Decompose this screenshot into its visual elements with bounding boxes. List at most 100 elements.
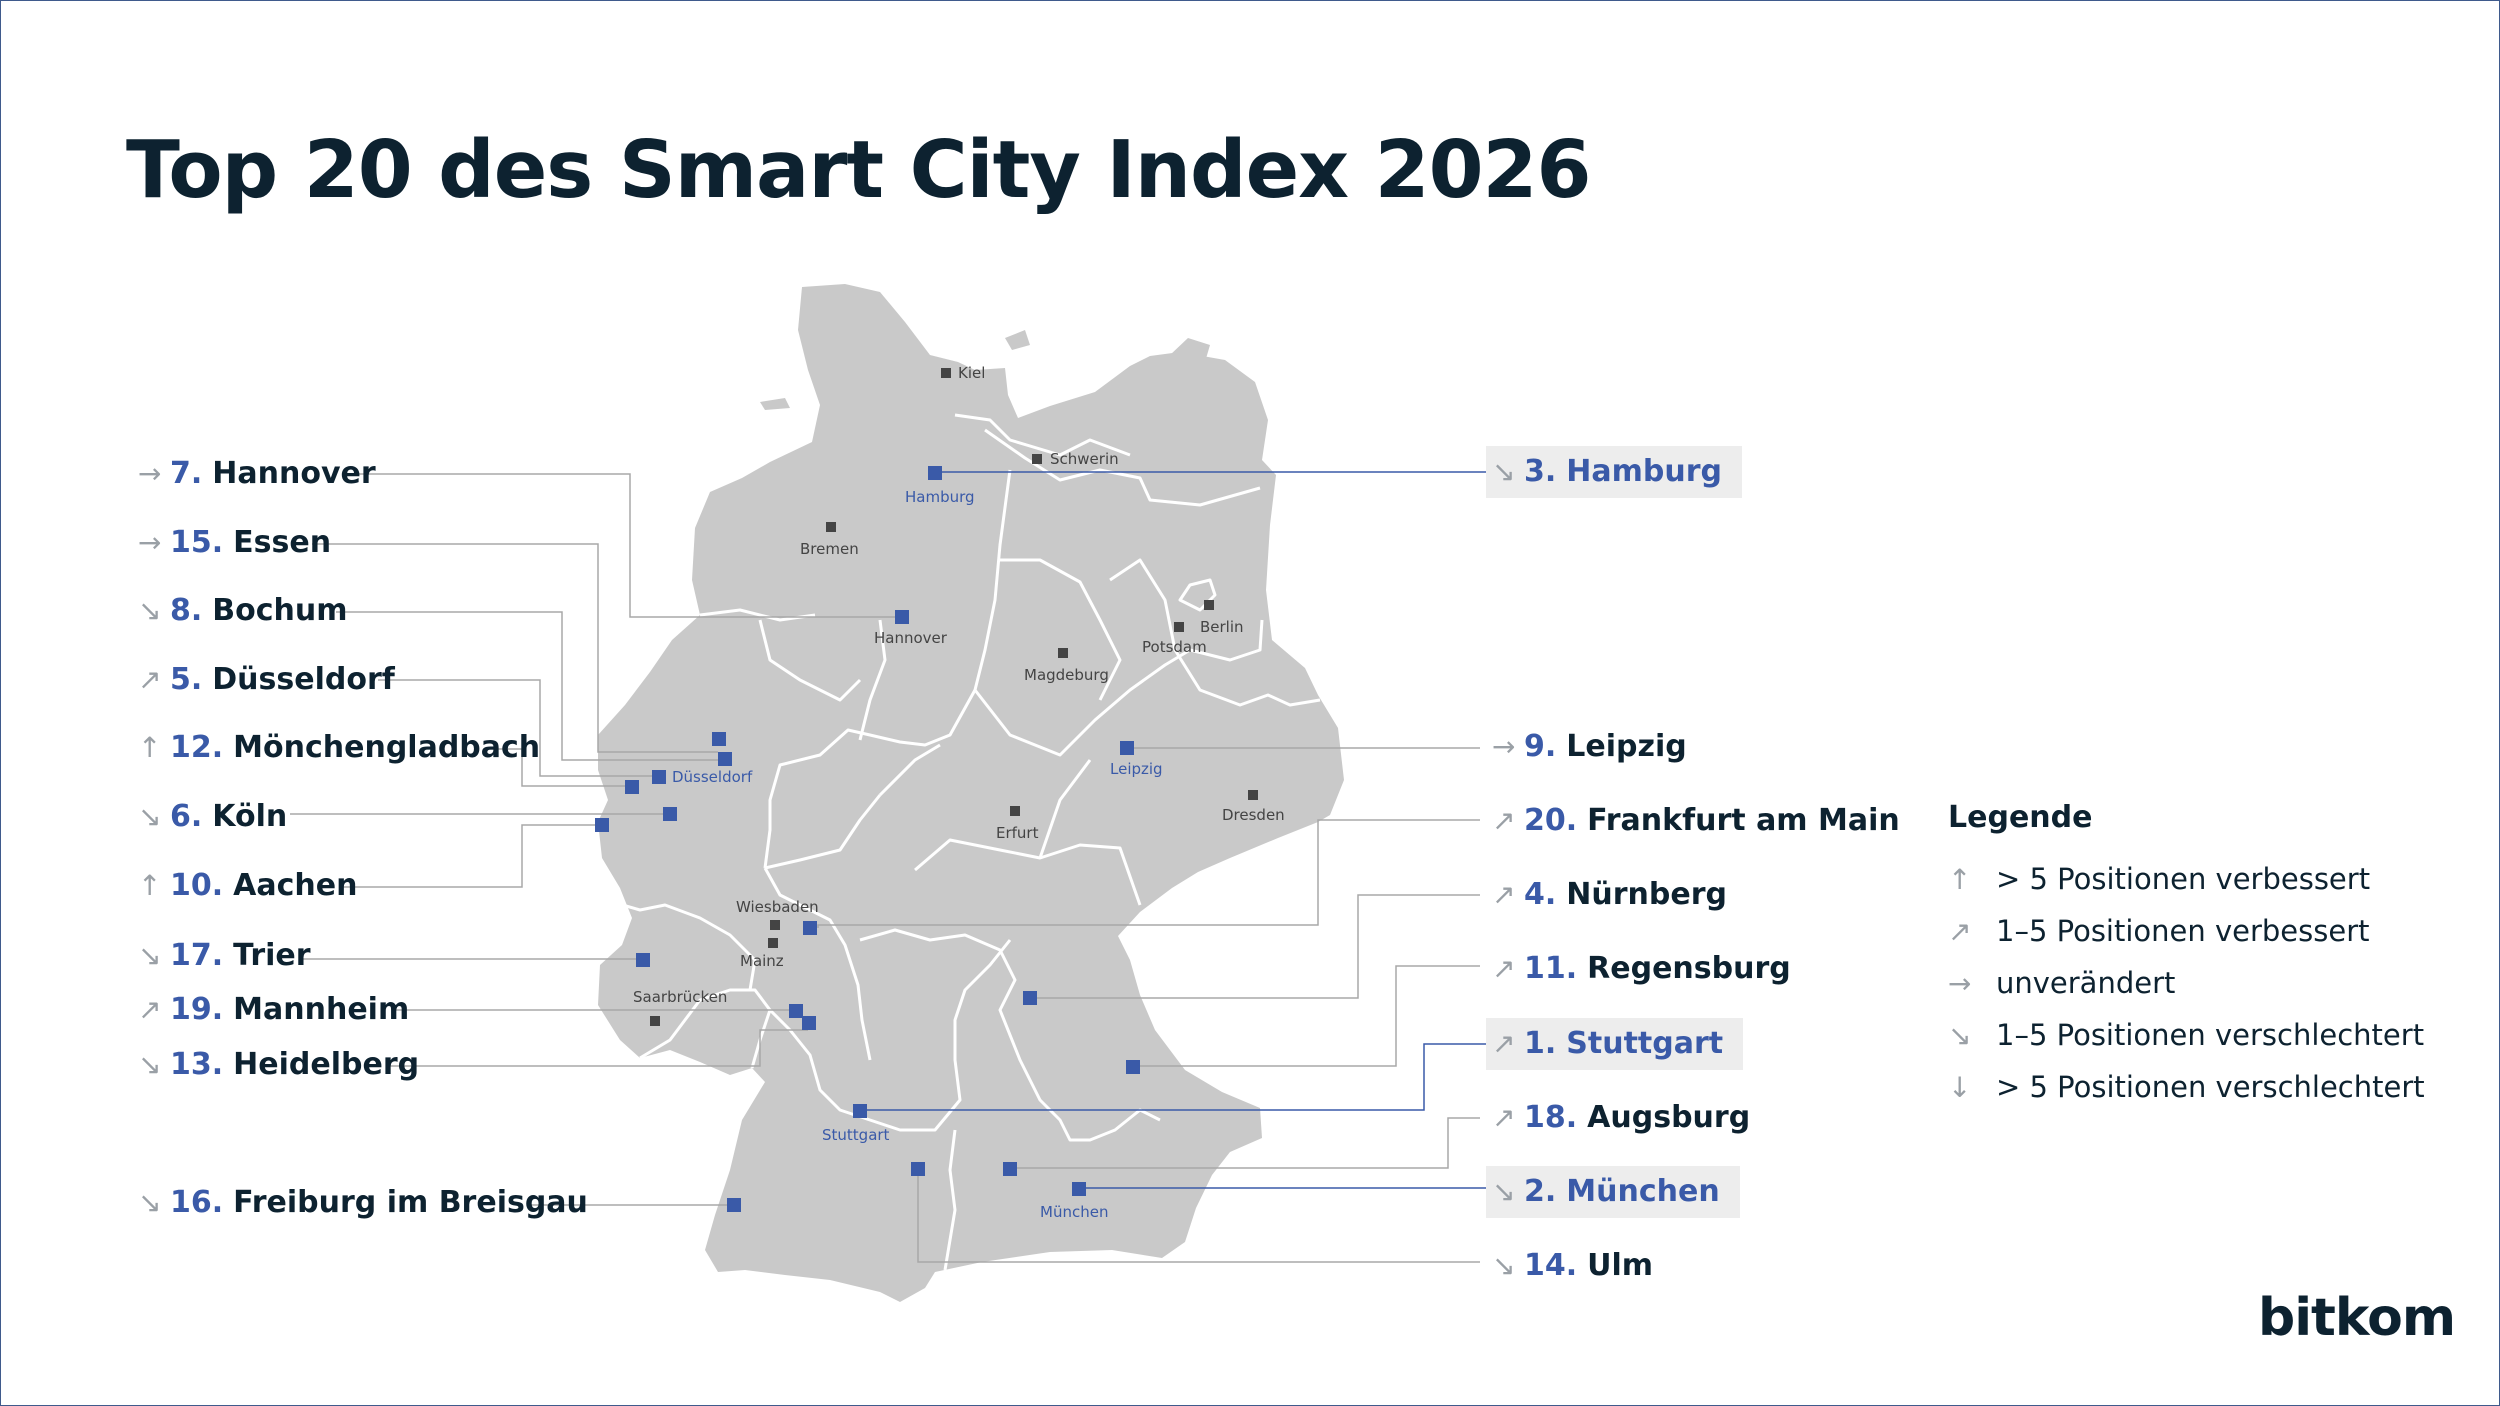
line-regensburg: [1133, 966, 1480, 1066]
city-name: Ulm: [1587, 1248, 1653, 1283]
rank-number: 14.: [1524, 1248, 1577, 1283]
marker-trier: [636, 953, 650, 967]
trend-arrow-icon: ↗: [138, 984, 170, 1036]
ranking-item-hannover: → 7. Hannover: [138, 448, 376, 500]
ranking-item-heidelberg: ↘ 13. Heidelberg: [138, 1039, 419, 1091]
trend-arrow-icon: ↗: [1492, 869, 1524, 921]
rank-number: 9.: [1524, 729, 1556, 764]
rank-number: 12.: [170, 730, 223, 765]
marker-duesseldorf: [652, 770, 666, 784]
trend-arrow-icon: ↘: [1492, 1166, 1524, 1218]
map-label-erfurt: Erfurt: [996, 824, 1038, 842]
legend-text: > 5 Positionen verbessert: [1996, 862, 2370, 896]
ranking-item-ulm: ↘ 14. Ulm: [1486, 1240, 1653, 1292]
city-name: Köln: [212, 799, 287, 834]
marker-saarbruecken: [650, 1016, 660, 1026]
trend-arrow-icon: ↗: [1492, 1092, 1524, 1144]
city-name: Mannheim: [233, 992, 409, 1027]
rank-number: 10.: [170, 868, 223, 903]
rank-number: 13.: [170, 1047, 223, 1082]
map-label-hamburg: Hamburg: [905, 488, 975, 506]
legend-text: unverändert: [1996, 966, 2175, 1000]
marker-aachen: [595, 818, 609, 832]
ranking-item-nuernberg: ↗ 4. Nürnberg: [1486, 869, 1727, 921]
arrow-up-right-icon: ↗: [1948, 906, 1996, 958]
city-name: München: [1566, 1174, 1719, 1209]
marker-heidelberg: [802, 1016, 816, 1030]
rank-number: 6.: [170, 799, 202, 834]
ranking-item-bochum: ↘ 8. Bochum: [138, 585, 348, 637]
legend-item: → unverändert: [1948, 957, 2425, 1009]
ranking-item-duesseldorf: ↗ 5. Düsseldorf: [138, 654, 395, 706]
trend-arrow-icon: ↗: [1492, 1018, 1524, 1070]
ranking-item-essen: → 15. Essen: [138, 517, 331, 569]
map-label-leipzig: Leipzig: [1110, 760, 1163, 778]
legend-title: Legende: [1948, 800, 2425, 835]
city-name: Heidelberg: [233, 1047, 419, 1082]
city-name: Hannover: [212, 456, 375, 491]
map-label-bremen: Bremen: [800, 540, 859, 558]
ranking-item-koeln: ↘ 6. Köln: [138, 791, 287, 843]
map-label-kiel: Kiel: [958, 364, 985, 382]
ranking-item-regensburg: ↗ 11. Regensburg: [1486, 943, 1791, 995]
rank-number: 15.: [170, 525, 223, 560]
city-name: Leipzig: [1566, 729, 1686, 764]
rank-number: 20.: [1524, 803, 1577, 838]
city-name: Stuttgart: [1566, 1026, 1723, 1061]
arrow-up-icon: ↑: [1948, 854, 1996, 906]
marker-magdeburg: [1058, 648, 1068, 658]
rank-number: 2.: [1524, 1174, 1556, 1209]
map-label-berlin: Berlin: [1200, 618, 1244, 636]
marker-hamburg: [928, 466, 942, 480]
map-label-muenchen: München: [1040, 1203, 1108, 1221]
marker-augsburg: [1003, 1162, 1017, 1176]
ranking-item-trier: ↘ 17. Trier: [138, 930, 311, 982]
marker-wiesbaden: [770, 920, 780, 930]
marker-bremen: [826, 522, 836, 532]
trend-arrow-icon: →: [138, 448, 170, 500]
germany-outline: [598, 284, 1344, 1302]
rank-number: 16.: [170, 1185, 223, 1220]
rank-number: 4.: [1524, 877, 1556, 912]
legend: Legende ↑ > 5 Positionen verbessert ↗ 1–5 …: [1948, 800, 2425, 1113]
city-name: Freiburg im Breisgau: [233, 1185, 588, 1220]
rank-number: 1.: [1524, 1026, 1556, 1061]
rank-number: 19.: [170, 992, 223, 1027]
legend-text: 1–5 Positionen verbessert: [1996, 914, 2370, 948]
marker-nuernberg: [1023, 991, 1037, 1005]
city-name: Frankfurt am Main: [1587, 803, 1900, 838]
map-label-potsdam: Potsdam: [1142, 638, 1207, 656]
map-land: [598, 284, 1344, 1302]
rank-number: 7.: [170, 456, 202, 491]
legend-text: > 5 Positionen verschlechtert: [1996, 1070, 2425, 1104]
city-name: Düsseldorf: [212, 662, 395, 697]
marker-schwerin: [1032, 454, 1042, 464]
trend-arrow-icon: ↘: [1492, 1240, 1524, 1292]
rank-number: 11.: [1524, 951, 1577, 986]
marker-regensburg: [1126, 1060, 1140, 1074]
rank-number: 3.: [1524, 454, 1556, 489]
trend-arrow-icon: ↗: [1492, 943, 1524, 995]
trend-arrow-icon: ↘: [1492, 446, 1524, 498]
map-label-hannover: Hannover: [874, 629, 947, 647]
ranking-item-aachen: ↑ 10. Aachen: [138, 860, 357, 912]
fehmarn-island: [1005, 330, 1030, 350]
trend-arrow-icon: ↘: [138, 1039, 170, 1091]
map-label-mainz: Mainz: [740, 952, 784, 970]
arrow-down-icon: ↓: [1948, 1062, 1996, 1114]
city-name: Aachen: [233, 868, 357, 903]
ranking-item-stuttgart: ↗ 1. Stuttgart: [1486, 1018, 1743, 1070]
marker-potsdam: [1174, 622, 1184, 632]
legend-item: ↗ 1–5 Positionen verbessert: [1948, 905, 2425, 957]
arrow-down-right-icon: ↘: [1948, 1010, 1996, 1062]
ranking-item-hamburg: ↘ 3. Hamburg: [1486, 446, 1742, 498]
rank-number: 8.: [170, 593, 202, 628]
marker-mannheim: [789, 1004, 803, 1018]
marker-kiel: [941, 368, 951, 378]
ranking-item-frankfurt: ↗ 20. Frankfurt am Main: [1486, 795, 1900, 847]
map-label-magdeburg: Magdeburg: [1024, 666, 1109, 684]
city-name: Regensburg: [1587, 951, 1791, 986]
legend-item: ↑ > 5 Positionen verbessert: [1948, 853, 2425, 905]
bitkom-logo: bitkom: [2258, 1288, 2455, 1348]
trend-arrow-icon: ↘: [138, 791, 170, 843]
